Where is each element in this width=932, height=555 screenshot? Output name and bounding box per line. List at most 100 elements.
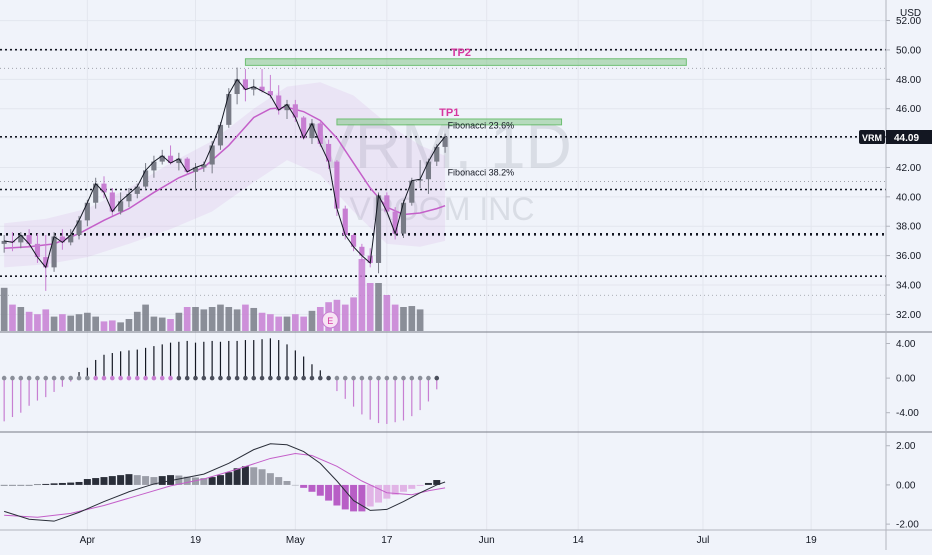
candle [284, 99, 290, 119]
momentum-dot [434, 375, 440, 381]
candle-body [334, 161, 340, 209]
macd-histogram-bar [258, 469, 266, 485]
macd-histogram-bar [42, 483, 50, 485]
macd-histogram-bar [158, 476, 166, 485]
price-axis[interactable]: 32.00 34.00 36.00 38.00 40.00 42.00 46.00 48.00… [886, 16, 921, 531]
momentum-dot [268, 375, 273, 381]
axis-tick-label: 48.00 [896, 75, 921, 86]
macd-histogram-bar [0, 484, 8, 486]
candle [359, 243, 365, 262]
macd-histogram-bar [167, 475, 175, 485]
volume-bar [391, 304, 399, 331]
last-price-value: 44.09 [894, 133, 919, 144]
volume-bar [258, 312, 266, 331]
macd-histogram-bar [266, 473, 274, 485]
time-axis[interactable]: Apr 19 May 17 Jun 14 Jul 19 [80, 535, 818, 546]
axis-tick-label: 0.00 [896, 374, 916, 385]
volume-bar [308, 310, 316, 331]
volume-bar [275, 316, 283, 331]
target-zones[interactable]: TP2 TP1 [244, 47, 687, 126]
candle [217, 121, 224, 150]
momentum-dot [218, 375, 223, 381]
candle [409, 177, 415, 206]
volume-bar [217, 304, 224, 331]
candle-body [51, 236, 57, 268]
candle [34, 233, 41, 263]
candle [400, 199, 407, 238]
momentum-dot [359, 375, 365, 381]
volume-bar [366, 283, 374, 331]
candle-body [384, 195, 390, 212]
macd-histogram-bar [216, 475, 224, 485]
momentum-dot [392, 375, 398, 381]
candle [384, 192, 390, 214]
volume-bar [92, 316, 99, 331]
candle [425, 158, 432, 194]
macd-histogram-bar [67, 482, 75, 485]
candle-body [292, 104, 298, 118]
candle-body [18, 235, 24, 243]
macd-histogram-bar [225, 472, 233, 485]
volume-bar [200, 309, 208, 331]
earnings-marker-group[interactable]: E [321, 311, 339, 329]
candle [9, 232, 16, 252]
candlesticks[interactable] [1, 67, 448, 291]
candle [118, 192, 124, 215]
macd-histogram-bar [83, 479, 91, 485]
volume-bar [316, 307, 324, 331]
candle-body [417, 179, 423, 181]
moving-average-line [4, 106, 446, 250]
volume-bar [242, 304, 249, 331]
macd-histogram-bar [325, 484, 333, 501]
axis-tick-label: 38.00 [896, 222, 921, 233]
candle-body [109, 192, 115, 212]
earnings-marker [321, 311, 339, 329]
time-tick-label: 17 [381, 535, 393, 546]
candle-body [400, 202, 407, 234]
last-price-tag: VRM 44.09 [859, 130, 932, 144]
candle-body [317, 123, 323, 144]
macd-histogram-bar [316, 484, 324, 496]
candle [1, 235, 7, 253]
axis-tick-label: 42.00 [896, 163, 921, 174]
macd-histogram-bar [233, 468, 241, 485]
horizontal-levels[interactable] [0, 48, 886, 296]
volume-bar [117, 322, 124, 331]
momentum-dot [51, 375, 57, 381]
candle [251, 79, 257, 96]
volume-bars [0, 259, 424, 331]
candle-body [68, 235, 74, 243]
volume-bar [59, 314, 66, 331]
candle [176, 152, 182, 171]
momentum-dot [309, 375, 315, 381]
volume-bar [42, 309, 50, 331]
candle-body [309, 123, 315, 139]
momentum-dot [1, 375, 7, 381]
volume-bar [167, 319, 174, 331]
volume-bar [100, 321, 108, 331]
moving-average [4, 106, 446, 250]
macd-histogram-bar [424, 482, 432, 485]
volume-bar [233, 309, 241, 331]
time-tick-label: 19 [806, 535, 818, 546]
time-tick-label: Jun [479, 535, 495, 546]
candle [151, 155, 157, 178]
volume-bar [67, 315, 75, 331]
momentum-dot [334, 375, 340, 381]
candle [126, 188, 132, 208]
candle-body [342, 208, 348, 236]
volume-bar [300, 316, 307, 331]
macd-histogram-bar [358, 484, 366, 512]
bollinger-band [4, 82, 446, 268]
axis-tick-label: 32.00 [896, 310, 921, 321]
momentum-dot [10, 375, 15, 381]
momentum-dot [118, 375, 123, 381]
volume-bar [341, 304, 349, 331]
volume-bar [225, 307, 233, 331]
momentum-dot [317, 375, 323, 381]
annotations: Fibonacci 23.6% Fibonacci 38.2% [448, 121, 515, 178]
candle-body [176, 158, 182, 164]
macd-histogram-bar [408, 484, 416, 489]
momentum-dot [68, 375, 74, 381]
